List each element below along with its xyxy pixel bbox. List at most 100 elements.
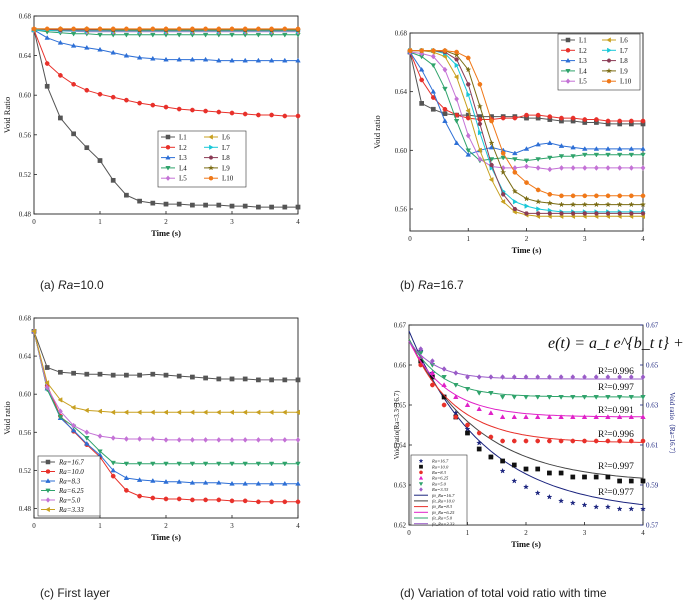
r-squared-label: R²=0.996 xyxy=(598,430,634,440)
fit-line xyxy=(408,340,643,418)
y-tick-label: 0.52 xyxy=(19,467,32,475)
data-point xyxy=(123,52,130,58)
data-point xyxy=(70,404,76,411)
data-point xyxy=(488,391,494,396)
data-point xyxy=(466,91,472,98)
data-point xyxy=(524,203,530,209)
y-right-tick-label: 0.59 xyxy=(646,482,659,490)
data-point xyxy=(465,422,470,428)
data-point xyxy=(616,414,623,419)
data-point xyxy=(453,51,460,58)
data-point xyxy=(499,169,507,176)
legend-label: L5 xyxy=(579,78,587,86)
data-point xyxy=(282,499,288,505)
data-point xyxy=(569,499,576,506)
data-point xyxy=(150,200,156,206)
data-point xyxy=(593,165,599,171)
caption-b: (b) Ra=16.7 xyxy=(400,278,464,292)
data-point xyxy=(124,97,129,103)
data-point xyxy=(605,395,611,400)
data-point xyxy=(176,409,182,416)
y-tick-label: 0.56 xyxy=(395,206,408,214)
legend-label: L8 xyxy=(222,154,230,162)
data-point xyxy=(522,483,530,490)
data-point xyxy=(268,409,274,416)
data-point xyxy=(593,474,599,480)
data-point xyxy=(524,211,529,216)
data-point xyxy=(269,112,274,118)
data-point xyxy=(58,26,63,32)
data-point xyxy=(176,461,182,467)
data-point xyxy=(190,374,195,380)
data-point xyxy=(216,57,222,63)
data-point xyxy=(582,117,588,122)
data-point xyxy=(639,505,647,512)
legend-marker xyxy=(165,175,171,181)
legend-marker xyxy=(45,459,51,465)
legend-marker xyxy=(165,134,171,140)
data-point xyxy=(535,112,541,118)
legend-marker xyxy=(208,155,214,160)
r-squared-label: R²=0.997 xyxy=(598,383,634,393)
data-point xyxy=(559,165,564,171)
data-point xyxy=(593,414,599,419)
x-tick-label: 4 xyxy=(296,218,300,226)
data-point xyxy=(640,395,646,400)
data-point xyxy=(216,497,222,503)
legend-marker xyxy=(565,57,571,63)
legend-label: Ra=5.0 xyxy=(58,496,81,504)
data-point xyxy=(136,409,142,416)
data-point xyxy=(593,201,600,208)
data-point xyxy=(150,102,156,108)
y-tick-label: 0.60 xyxy=(19,92,32,100)
data-point xyxy=(163,461,169,467)
data-point xyxy=(189,437,195,443)
data-point xyxy=(511,374,517,380)
data-point xyxy=(242,57,248,63)
data-point xyxy=(605,374,611,380)
data-point xyxy=(269,377,274,383)
y-axis-label: Void ratio xyxy=(2,401,12,435)
data-point xyxy=(535,198,542,205)
legend-label: L4 xyxy=(579,67,587,75)
data-point xyxy=(605,474,611,480)
data-point xyxy=(255,409,261,416)
data-point xyxy=(295,480,301,486)
data-point xyxy=(84,429,90,436)
data-point xyxy=(84,87,90,93)
data-point xyxy=(70,31,77,37)
legend-marker xyxy=(45,497,51,503)
data-point xyxy=(190,497,195,503)
data-point xyxy=(453,370,459,376)
data-point xyxy=(110,409,116,416)
data-point xyxy=(558,470,564,476)
x-tick-label: 0 xyxy=(32,522,36,530)
data-point xyxy=(593,438,599,444)
data-point xyxy=(110,460,116,466)
data-point xyxy=(442,48,448,53)
legend-label: L3 xyxy=(579,57,587,65)
data-point xyxy=(593,374,599,380)
data-point xyxy=(604,201,612,208)
data-point xyxy=(557,497,565,504)
data-point xyxy=(229,32,235,38)
data-point xyxy=(476,103,484,110)
data-point xyxy=(176,201,182,207)
data-point xyxy=(176,373,182,379)
legend-marker xyxy=(165,166,171,171)
legend-label: Ra=16.7 xyxy=(58,458,84,466)
data-point xyxy=(295,437,301,443)
data-point xyxy=(582,211,588,216)
data-point xyxy=(442,66,448,73)
data-point xyxy=(547,470,552,476)
data-point xyxy=(268,461,275,467)
data-point xyxy=(629,193,634,199)
data-point xyxy=(418,346,424,352)
legend-label: fit_Ra=6.25 xyxy=(432,510,455,515)
data-point xyxy=(500,438,505,444)
data-point xyxy=(57,397,63,403)
legend-marker xyxy=(419,470,423,475)
legend-label: L7 xyxy=(620,47,628,55)
data-point xyxy=(123,409,129,416)
x-tick-label: 0 xyxy=(32,218,36,226)
